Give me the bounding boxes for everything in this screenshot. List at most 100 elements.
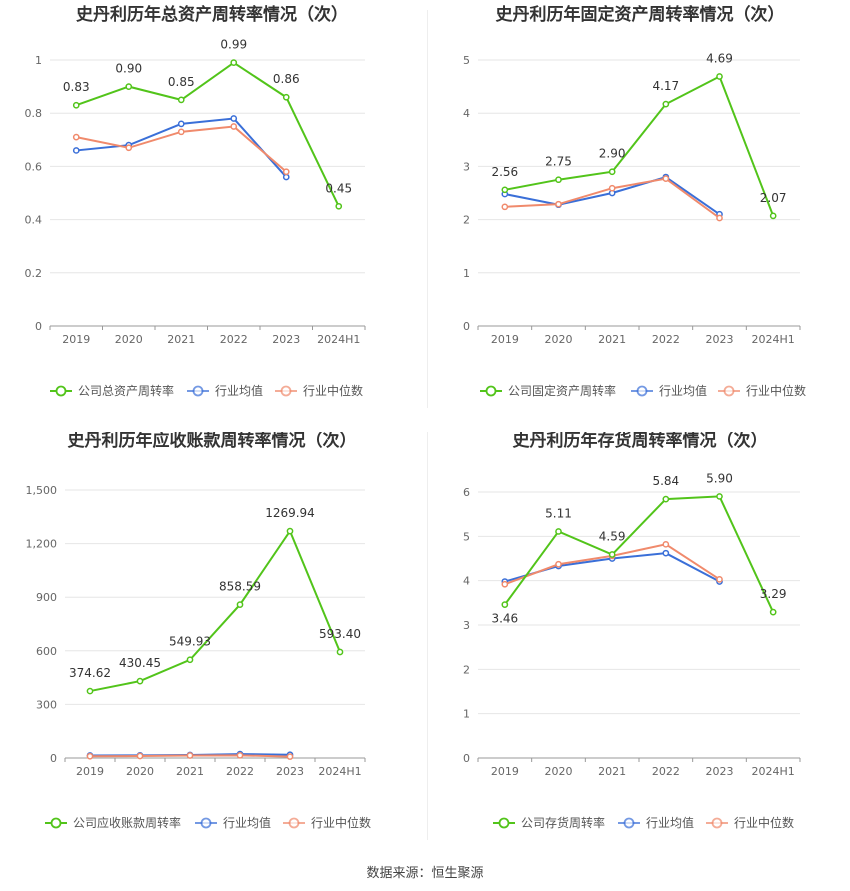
divider xyxy=(427,10,428,408)
data-point xyxy=(282,168,290,176)
data-label: 593.40 xyxy=(319,627,361,641)
y-tick-label: 4 xyxy=(463,575,470,588)
data-point xyxy=(555,200,562,208)
x-tick-label: 2019 xyxy=(76,765,104,778)
data-point xyxy=(769,212,777,220)
x-tick-label: 2021 xyxy=(598,333,626,346)
y-tick-label: 0 xyxy=(50,752,57,765)
y-tick-label: 0.6 xyxy=(25,160,43,173)
data-label: 5.11 xyxy=(545,506,572,520)
legend-item: 行业中位数 xyxy=(283,815,371,830)
x-tick-label: 2024H1 xyxy=(752,333,795,346)
legend-item: 行业均值 xyxy=(631,383,707,398)
data-point xyxy=(555,528,562,535)
legend-label: 行业均值 xyxy=(646,815,694,830)
y-tick-label: 5 xyxy=(463,530,470,543)
data-point xyxy=(501,186,509,194)
data-label: 4.59 xyxy=(599,530,626,544)
data-point xyxy=(177,120,185,128)
data-point xyxy=(608,551,616,558)
data-point xyxy=(125,144,133,152)
y-tick-label: 600 xyxy=(36,645,57,658)
y-tick-label: 0 xyxy=(35,320,42,333)
y-tick-label: 1,500 xyxy=(26,484,58,497)
x-tick-label: 2020 xyxy=(545,765,573,778)
data-point xyxy=(286,527,294,535)
data-label: 5.90 xyxy=(706,471,733,485)
data-point xyxy=(662,100,670,108)
data-label: 430.45 xyxy=(119,656,161,670)
x-tick-label: 2024H1 xyxy=(317,333,360,346)
series-line xyxy=(504,75,775,217)
data-label: 0.85 xyxy=(168,75,195,89)
x-tick-label: 2024H1 xyxy=(752,765,795,778)
chart-title: 史丹利历年固定资产周转率情况（次） xyxy=(496,4,785,25)
data-label: 0.83 xyxy=(63,80,90,94)
legend-marker xyxy=(623,817,635,829)
x-tick-label: 2021 xyxy=(176,765,204,778)
legend-label: 公司固定资产周转率 xyxy=(508,383,616,398)
data-point xyxy=(716,214,723,222)
legend-label: 行业均值 xyxy=(659,383,707,398)
legend-item: 行业中位数 xyxy=(706,815,794,830)
data-point xyxy=(230,115,238,122)
legend-marker xyxy=(192,385,204,397)
y-tick-label: 2 xyxy=(463,214,470,227)
series-line xyxy=(76,117,287,178)
legend-marker xyxy=(200,817,212,829)
x-tick-label: 2020 xyxy=(126,765,154,778)
x-tick-label: 2023 xyxy=(706,333,734,346)
data-point xyxy=(662,495,670,503)
chart-total-asset-turnover: 史丹利历年总资产周转率情况（次） 0 0.2 0.4 0.6 0.8 1 2019 2020 20… xyxy=(0,0,425,432)
data-point xyxy=(336,648,344,656)
data-label: 4.69 xyxy=(706,51,733,65)
data-point xyxy=(177,96,185,104)
chart-svg: 史丹利历年总资产周转率情况（次） 0 0.2 0.4 0.6 0.8 1 2019 2020 20… xyxy=(25,4,366,398)
legend-label: 行业中位数 xyxy=(734,815,794,830)
chart-svg: 史丹利历年固定资产周转率情况（次） 0 1 2 3 4 5 2019 2020 2021 2022 2… xyxy=(463,4,806,398)
legend-item: 行业中位数 xyxy=(718,383,806,398)
x-tick-label: 2019 xyxy=(491,765,519,778)
legend-marker xyxy=(723,385,735,397)
x-tick-label: 2022 xyxy=(652,765,680,778)
x-tick-label: 2020 xyxy=(115,333,143,346)
data-point xyxy=(86,687,94,695)
data-label: 1269.94 xyxy=(265,506,315,520)
data-label: 5.84 xyxy=(652,474,679,488)
y-tick-label: 2 xyxy=(463,663,470,676)
x-tick-label: 2022 xyxy=(652,333,680,346)
data-point xyxy=(608,184,616,192)
data-point xyxy=(282,173,290,181)
legend-item: 公司存货周转率 xyxy=(493,815,605,830)
y-tick-label: 3 xyxy=(463,160,470,173)
legend-item: 行业均值 xyxy=(618,815,694,830)
data-point xyxy=(230,59,238,67)
y-tick-label: 1 xyxy=(35,54,42,67)
source-note: 数据来源：恒生聚源 xyxy=(366,866,484,881)
data-point xyxy=(136,752,144,760)
y-tick-label: 1 xyxy=(463,708,470,721)
chart-title: 史丹利历年总资产周转率情况（次） xyxy=(76,4,348,25)
y-tick-label: 0.2 xyxy=(25,267,43,280)
data-label: 2.75 xyxy=(545,155,572,169)
data-label: 0.45 xyxy=(325,181,352,195)
y-tick-label: 5 xyxy=(463,54,470,67)
y-tick-label: 1,200 xyxy=(26,538,58,551)
data-point xyxy=(501,580,509,588)
legend-marker xyxy=(498,817,510,829)
data-point xyxy=(230,123,238,130)
legend-item: 公司总资产周转率 xyxy=(50,383,174,398)
data-label: 3.29 xyxy=(760,587,787,601)
y-tick-label: 4 xyxy=(463,107,470,120)
data-label: 858.59 xyxy=(219,580,261,594)
chart-inventory-turnover: 史丹利历年存货周转率情况（次） 0 1 2 3 4 5 6 2019 2020 2021 2022 20… xyxy=(428,432,850,864)
data-point xyxy=(716,73,723,80)
legend-item: 行业均值 xyxy=(195,815,271,830)
y-tick-label: 0 xyxy=(463,320,470,333)
x-tick-label: 2022 xyxy=(226,765,254,778)
x-tick-label: 2019 xyxy=(491,333,519,346)
chart-svg: 史丹利历年存货周转率情况（次） 0 1 2 3 4 5 6 2019 2020 2021 2022 20… xyxy=(463,432,801,830)
data-point xyxy=(236,751,244,759)
series-line xyxy=(75,61,340,207)
legend-marker xyxy=(50,817,62,829)
